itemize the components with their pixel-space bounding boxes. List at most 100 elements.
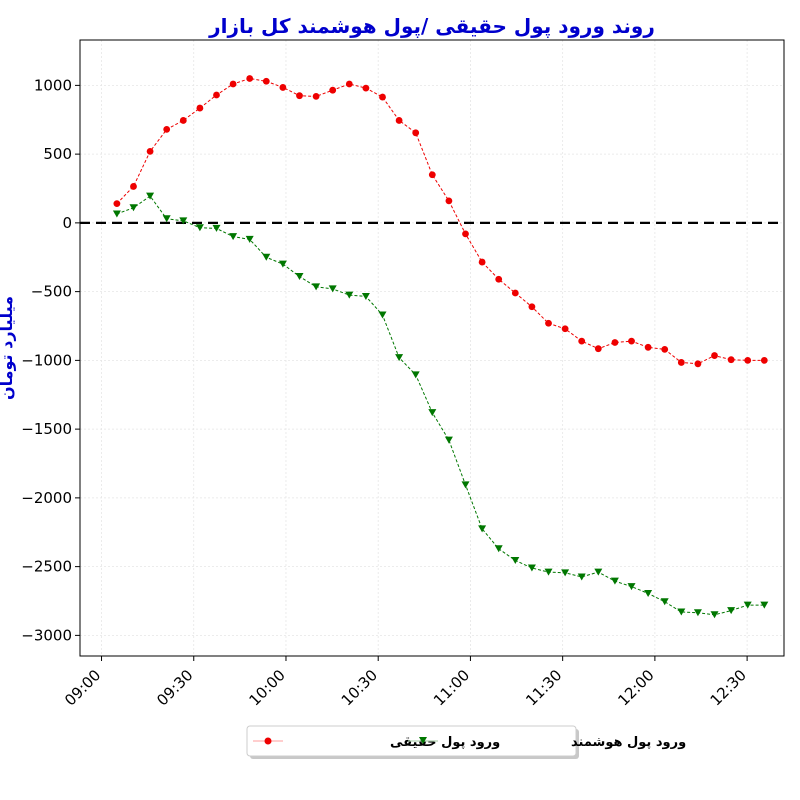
data-point — [644, 589, 653, 597]
data-point — [262, 77, 270, 85]
data-point — [328, 285, 337, 293]
data-point — [461, 481, 470, 489]
data-point — [262, 253, 271, 261]
data-point — [494, 545, 503, 553]
data-point — [296, 92, 303, 100]
data-point — [379, 93, 386, 101]
data-point — [163, 125, 171, 133]
data-point — [711, 352, 718, 359]
data-point — [544, 568, 553, 576]
data-point — [428, 171, 436, 179]
data-point — [196, 104, 204, 112]
data-point — [312, 92, 320, 100]
data-point — [411, 371, 420, 379]
data-point — [312, 283, 321, 291]
data-point — [229, 233, 238, 241]
data-point — [179, 117, 187, 124]
data-point — [578, 337, 586, 345]
axes: 1000 500 0 −500 −1000 −1500 −2000 −2500 −3000 09:… — [21, 76, 750, 709]
data-point — [710, 611, 719, 619]
y-tick-label: −3000 — [21, 626, 72, 644]
data-point — [361, 292, 370, 300]
data-point — [428, 409, 437, 417]
data-point — [229, 80, 237, 88]
data-point — [395, 354, 404, 362]
data-point — [329, 86, 337, 94]
plot-frame — [79, 39, 785, 657]
data-point — [246, 75, 254, 82]
data-point — [760, 601, 769, 609]
data-point — [577, 573, 586, 581]
chart-title: روند ورود پول حقیقی /پول هوشمند کل بازار — [208, 14, 655, 39]
data-point — [727, 607, 736, 615]
legend-label: ورود پول هوشمند — [571, 735, 686, 750]
data-point — [345, 291, 354, 299]
data-point — [179, 217, 188, 225]
data-point — [412, 129, 420, 137]
data-point — [628, 337, 635, 345]
series-line — [116, 195, 765, 616]
x-tick-label: 12:00 — [614, 666, 657, 709]
data-point — [112, 210, 121, 218]
x-tick-label: 09:00 — [61, 666, 104, 709]
data-point — [694, 360, 702, 368]
data-point — [527, 564, 536, 572]
y-tick-label: −1500 — [21, 420, 72, 438]
data-point — [644, 343, 652, 351]
x-tick-label: 10:00 — [246, 666, 289, 709]
data-point — [295, 273, 304, 280]
data-point — [511, 556, 520, 564]
data-point — [727, 356, 735, 364]
data-point — [594, 345, 602, 353]
data-point — [395, 117, 403, 124]
data-point — [528, 303, 536, 311]
data-point — [345, 80, 353, 88]
data-point — [444, 436, 453, 444]
data-point — [162, 215, 171, 223]
data-point — [278, 260, 287, 268]
data-point — [445, 197, 453, 205]
data-point — [113, 200, 121, 208]
series-line — [116, 77, 765, 365]
data-point — [462, 230, 469, 238]
data-point — [511, 289, 519, 297]
data-point — [212, 224, 221, 232]
y-tick-label: −2500 — [21, 558, 72, 576]
data-point — [279, 84, 287, 91]
data-point — [129, 204, 138, 212]
data-point — [660, 598, 669, 606]
data-point — [213, 91, 220, 99]
data-point — [693, 609, 702, 617]
data-point — [760, 356, 768, 364]
data-point — [611, 339, 619, 346]
grid — [80, 40, 784, 656]
data-point — [677, 608, 686, 616]
x-tick-label: 12:30 — [707, 666, 750, 709]
data-point — [677, 359, 685, 366]
data-point — [661, 345, 669, 353]
x-tick-label: 10:30 — [338, 666, 381, 709]
x-tick-label: 11:30 — [522, 666, 565, 709]
data-point — [195, 224, 204, 232]
data-point — [362, 84, 370, 92]
data-point — [627, 583, 636, 591]
data-point — [561, 569, 570, 577]
y-tick-label: −1000 — [21, 351, 72, 369]
x-tick-label: 11:00 — [430, 666, 473, 709]
y-tick-label: 500 — [43, 145, 72, 163]
data-point — [743, 601, 752, 609]
legend-swatch-marker — [419, 737, 427, 744]
data-point — [561, 325, 569, 333]
data-point — [146, 192, 155, 200]
y-tick-label: −500 — [31, 283, 72, 301]
data-point — [478, 525, 487, 533]
data-point — [545, 319, 552, 327]
data-point — [594, 568, 603, 576]
data-point — [495, 275, 503, 283]
y-tick-label: −2000 — [21, 489, 72, 507]
data-point — [478, 258, 486, 266]
data-point — [378, 311, 387, 319]
y-tick-label: 1000 — [34, 76, 72, 94]
y-tick-label: 0 — [62, 214, 72, 232]
